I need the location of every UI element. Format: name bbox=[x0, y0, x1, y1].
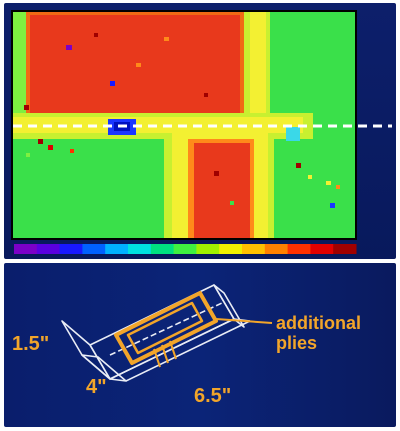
colorbar bbox=[14, 244, 357, 254]
colorbar-segment bbox=[264, 244, 289, 254]
colorbar-segment bbox=[242, 244, 266, 254]
thermal-scan-panel bbox=[4, 3, 396, 259]
hot-block-lower bbox=[194, 143, 250, 238]
additional-plies-label: additional plies bbox=[276, 313, 361, 353]
height-dimension-label: 1.5" bbox=[12, 333, 50, 355]
colorbar-segment bbox=[128, 244, 152, 254]
colorbar-segment bbox=[105, 244, 129, 254]
colorbar-segment bbox=[14, 244, 38, 254]
colorbar-segment bbox=[333, 244, 357, 254]
front-edge bbox=[125, 320, 251, 382]
leader-line bbox=[215, 318, 273, 324]
additional-plies-line1: additional bbox=[276, 313, 361, 333]
colorbar-segment bbox=[287, 244, 311, 254]
width-dimension-label: 4" bbox=[86, 376, 107, 398]
colorbar-segment bbox=[36, 244, 61, 254]
right-flange bbox=[213, 284, 245, 328]
specimen-diagram-panel: 1.5" 4" 6.5" additional plies bbox=[4, 263, 396, 427]
web-plate bbox=[89, 284, 235, 380]
colorbar-segment bbox=[59, 244, 83, 254]
colorbar-segment bbox=[196, 244, 220, 254]
hot-block-upper bbox=[30, 15, 240, 119]
cyan-spot bbox=[286, 127, 300, 141]
center-line bbox=[109, 302, 223, 356]
additional-plies-line2: plies bbox=[276, 333, 318, 353]
colorbar-segment bbox=[150, 244, 175, 254]
specimen-diagram bbox=[61, 284, 273, 382]
colorbar-segment bbox=[82, 244, 106, 254]
colorbar-segment bbox=[219, 244, 243, 254]
length-dimension-label: 6.5" bbox=[194, 385, 232, 407]
thermal-heatmap bbox=[11, 10, 392, 254]
heatmap-speckles bbox=[24, 33, 340, 208]
colorbar-segment bbox=[310, 244, 334, 254]
additional-plies-patch bbox=[114, 291, 218, 368]
colorbar-segment bbox=[173, 244, 197, 254]
horizontal-band bbox=[13, 117, 303, 133]
left-flange bbox=[61, 320, 111, 380]
hot-block-left-fringe bbox=[13, 12, 27, 122]
